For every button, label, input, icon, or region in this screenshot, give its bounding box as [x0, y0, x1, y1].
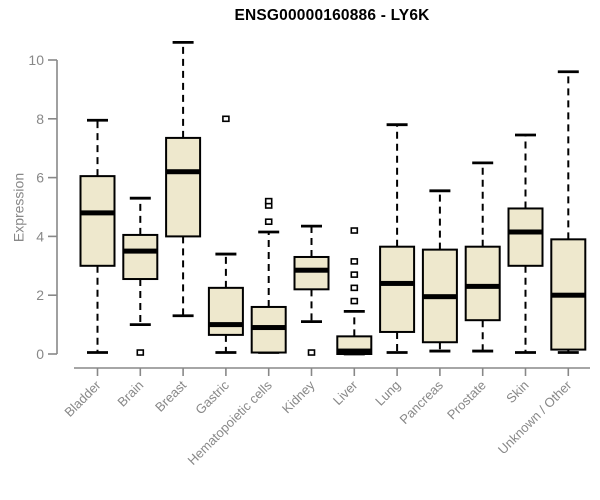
outlier-point: [350, 227, 359, 234]
outlier-point: [264, 197, 273, 205]
x-axis-tick-label: Breast: [152, 377, 189, 414]
boxplot-lung: [379, 123, 416, 354]
y-axis-tick-label: 8: [36, 111, 44, 127]
median-line: [508, 229, 543, 235]
boxplot-unknown-other: [550, 70, 587, 354]
x-axis-tick-label: Lung: [372, 378, 403, 409]
outlier-point: [350, 284, 359, 292]
median-line: [208, 322, 243, 328]
iqr-box: [464, 245, 501, 322]
median-line: [123, 248, 158, 254]
boxplot-brain: [122, 196, 159, 356]
median-line: [380, 280, 415, 286]
x-axis-tick-label: Hematopoietic cells: [185, 377, 276, 468]
iqr-box: [507, 207, 544, 267]
x-axis-tick-label: Kidney: [279, 377, 318, 416]
y-axis-tick-label: 0: [36, 346, 44, 362]
x-axis-tick-label: Skin: [503, 378, 531, 406]
median-line: [551, 292, 586, 298]
outlier-point: [350, 271, 359, 278]
boxplot-liver: [336, 227, 373, 356]
outlier-point: [136, 349, 145, 356]
iqr-box: [207, 286, 244, 336]
outlier-point: [350, 297, 359, 305]
median-line: [422, 294, 457, 300]
boxplot-breast: [165, 40, 202, 318]
x-axis-tick-label: Brain: [114, 378, 146, 410]
median-line: [294, 267, 329, 273]
median-line: [251, 325, 286, 331]
boxplot-gastric: [207, 115, 244, 354]
median-line: [166, 169, 201, 175]
iqr-box: [293, 255, 330, 291]
median-line: [465, 283, 500, 289]
y-axis-tick-label: 2: [36, 287, 44, 303]
boxplot-pancreas: [421, 189, 458, 353]
x-axis-tick-label: Liver: [330, 377, 361, 408]
boxplot-skin: [507, 133, 544, 354]
x-axis-tick-label: Unknown / Other: [495, 377, 575, 457]
chart-title: ENSG00000160886 - LY6K: [234, 7, 430, 24]
iqr-box: [379, 245, 416, 333]
outlier-point: [264, 218, 273, 225]
boxplot-prostate: [464, 161, 501, 353]
x-axis-tick-label: Prostate: [444, 378, 489, 423]
iqr-box: [79, 175, 116, 267]
boxplot-kidney: [293, 224, 330, 356]
outlier-point: [222, 115, 230, 123]
x-axis-tick-label: Bladder: [61, 377, 104, 420]
boxplot-hematopoietic-cells: [250, 197, 287, 354]
iqr-box: [165, 136, 202, 238]
y-axis-tick-label: 10: [28, 52, 44, 68]
median-line: [337, 348, 372, 354]
iqr-box: [122, 233, 159, 281]
y-axis-tick-label: 4: [36, 228, 44, 244]
x-axis-tick-label: Gastric: [192, 377, 232, 417]
median-line: [80, 210, 115, 216]
y-axis-tick-label: 6: [36, 170, 44, 186]
x-axis-tick-label: Pancreas: [397, 377, 447, 427]
boxplot-bladder: [79, 118, 116, 354]
outlier-point: [350, 258, 359, 265]
outlier-point: [307, 349, 316, 356]
